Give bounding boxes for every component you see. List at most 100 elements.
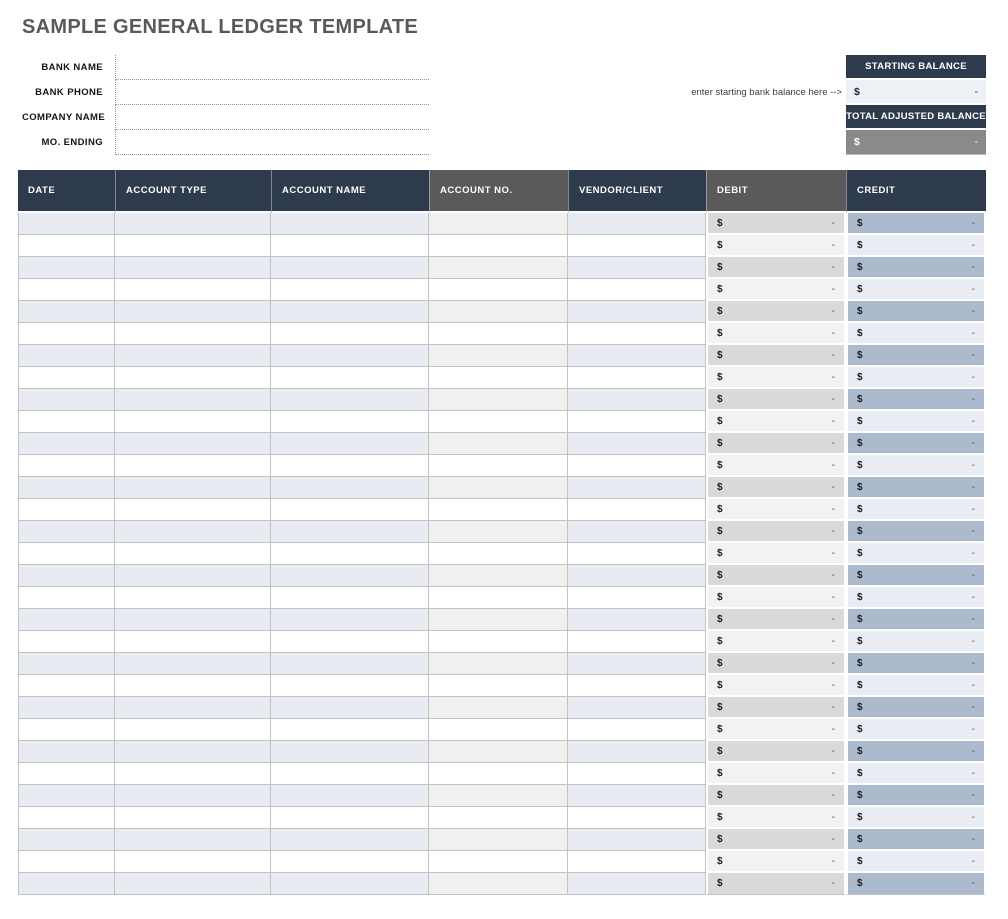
account-type-cell[interactable] xyxy=(115,367,271,389)
credit-cell[interactable]: $ - xyxy=(846,719,986,741)
debit-cell[interactable]: $ - xyxy=(706,521,846,543)
debit-cell[interactable]: $ - xyxy=(706,433,846,455)
date-cell[interactable] xyxy=(18,279,115,301)
account-name-cell[interactable] xyxy=(271,785,429,807)
account-type-cell[interactable] xyxy=(115,807,271,829)
account-no-cell[interactable] xyxy=(429,851,568,873)
credit-cell[interactable]: $ - xyxy=(846,609,986,631)
account-type-cell[interactable] xyxy=(115,257,271,279)
account-name-cell[interactable] xyxy=(271,697,429,719)
account-no-cell[interactable] xyxy=(429,807,568,829)
debit-cell[interactable]: $ - xyxy=(706,499,846,521)
date-cell[interactable] xyxy=(18,235,115,257)
credit-cell[interactable]: $ - xyxy=(846,521,986,543)
account-no-cell[interactable] xyxy=(429,389,568,411)
account-name-cell[interactable] xyxy=(271,609,429,631)
bank-phone-field[interactable] xyxy=(115,80,429,105)
debit-cell[interactable]: $ - xyxy=(706,257,846,279)
date-cell[interactable] xyxy=(18,587,115,609)
company-name-field[interactable] xyxy=(115,105,429,130)
credit-cell[interactable]: $ - xyxy=(846,807,986,829)
vendor-client-cell[interactable] xyxy=(568,301,706,323)
vendor-client-cell[interactable] xyxy=(568,697,706,719)
vendor-client-cell[interactable] xyxy=(568,521,706,543)
account-no-cell[interactable] xyxy=(429,213,568,235)
credit-cell[interactable]: $ - xyxy=(846,873,986,895)
starting-balance-cell[interactable]: $ - xyxy=(846,80,986,105)
date-cell[interactable] xyxy=(18,675,115,697)
credit-cell[interactable]: $ - xyxy=(846,565,986,587)
account-type-cell[interactable] xyxy=(115,653,271,675)
debit-cell[interactable]: $ - xyxy=(706,235,846,257)
debit-cell[interactable]: $ - xyxy=(706,565,846,587)
account-no-cell[interactable] xyxy=(429,719,568,741)
vendor-client-cell[interactable] xyxy=(568,345,706,367)
credit-cell[interactable]: $ - xyxy=(846,851,986,873)
date-cell[interactable] xyxy=(18,873,115,895)
account-no-cell[interactable] xyxy=(429,675,568,697)
account-type-cell[interactable] xyxy=(115,873,271,895)
account-type-cell[interactable] xyxy=(115,587,271,609)
vendor-client-cell[interactable] xyxy=(568,763,706,785)
date-cell[interactable] xyxy=(18,543,115,565)
debit-cell[interactable]: $ - xyxy=(706,323,846,345)
credit-cell[interactable]: $ - xyxy=(846,697,986,719)
credit-cell[interactable]: $ - xyxy=(846,829,986,851)
credit-cell[interactable]: $ - xyxy=(846,785,986,807)
date-cell[interactable] xyxy=(18,433,115,455)
account-type-cell[interactable] xyxy=(115,829,271,851)
vendor-client-cell[interactable] xyxy=(568,499,706,521)
credit-cell[interactable]: $ - xyxy=(846,653,986,675)
account-type-cell[interactable] xyxy=(115,785,271,807)
account-no-cell[interactable] xyxy=(429,367,568,389)
bank-name-field[interactable] xyxy=(115,55,429,80)
vendor-client-cell[interactable] xyxy=(568,411,706,433)
debit-cell[interactable]: $ - xyxy=(706,609,846,631)
account-no-cell[interactable] xyxy=(429,653,568,675)
debit-cell[interactable]: $ - xyxy=(706,455,846,477)
account-name-cell[interactable] xyxy=(271,587,429,609)
credit-cell[interactable]: $ - xyxy=(846,543,986,565)
account-type-cell[interactable] xyxy=(115,763,271,785)
account-no-cell[interactable] xyxy=(429,279,568,301)
account-type-cell[interactable] xyxy=(115,301,271,323)
account-no-cell[interactable] xyxy=(429,345,568,367)
vendor-client-cell[interactable] xyxy=(568,653,706,675)
vendor-client-cell[interactable] xyxy=(568,455,706,477)
account-name-cell[interactable] xyxy=(271,213,429,235)
account-type-cell[interactable] xyxy=(115,455,271,477)
credit-cell[interactable]: $ - xyxy=(846,279,986,301)
vendor-client-cell[interactable] xyxy=(568,213,706,235)
account-name-cell[interactable] xyxy=(271,565,429,587)
debit-cell[interactable]: $ - xyxy=(706,675,846,697)
debit-cell[interactable]: $ - xyxy=(706,301,846,323)
vendor-client-cell[interactable] xyxy=(568,675,706,697)
account-type-cell[interactable] xyxy=(115,323,271,345)
credit-cell[interactable]: $ - xyxy=(846,345,986,367)
account-name-cell[interactable] xyxy=(271,543,429,565)
date-cell[interactable] xyxy=(18,631,115,653)
account-name-cell[interactable] xyxy=(271,257,429,279)
account-type-cell[interactable] xyxy=(115,609,271,631)
debit-cell[interactable]: $ - xyxy=(706,807,846,829)
credit-cell[interactable]: $ - xyxy=(846,741,986,763)
vendor-client-cell[interactable] xyxy=(568,829,706,851)
account-no-cell[interactable] xyxy=(429,499,568,521)
account-name-cell[interactable] xyxy=(271,675,429,697)
account-name-cell[interactable] xyxy=(271,741,429,763)
account-name-cell[interactable] xyxy=(271,851,429,873)
account-no-cell[interactable] xyxy=(429,565,568,587)
account-type-cell[interactable] xyxy=(115,235,271,257)
account-no-cell[interactable] xyxy=(429,521,568,543)
account-no-cell[interactable] xyxy=(429,609,568,631)
credit-cell[interactable]: $ - xyxy=(846,499,986,521)
credit-cell[interactable]: $ - xyxy=(846,213,986,235)
date-cell[interactable] xyxy=(18,213,115,235)
account-type-cell[interactable] xyxy=(115,411,271,433)
date-cell[interactable] xyxy=(18,521,115,543)
vendor-client-cell[interactable] xyxy=(568,477,706,499)
account-name-cell[interactable] xyxy=(271,829,429,851)
date-cell[interactable] xyxy=(18,499,115,521)
vendor-client-cell[interactable] xyxy=(568,851,706,873)
credit-cell[interactable]: $ - xyxy=(846,587,986,609)
